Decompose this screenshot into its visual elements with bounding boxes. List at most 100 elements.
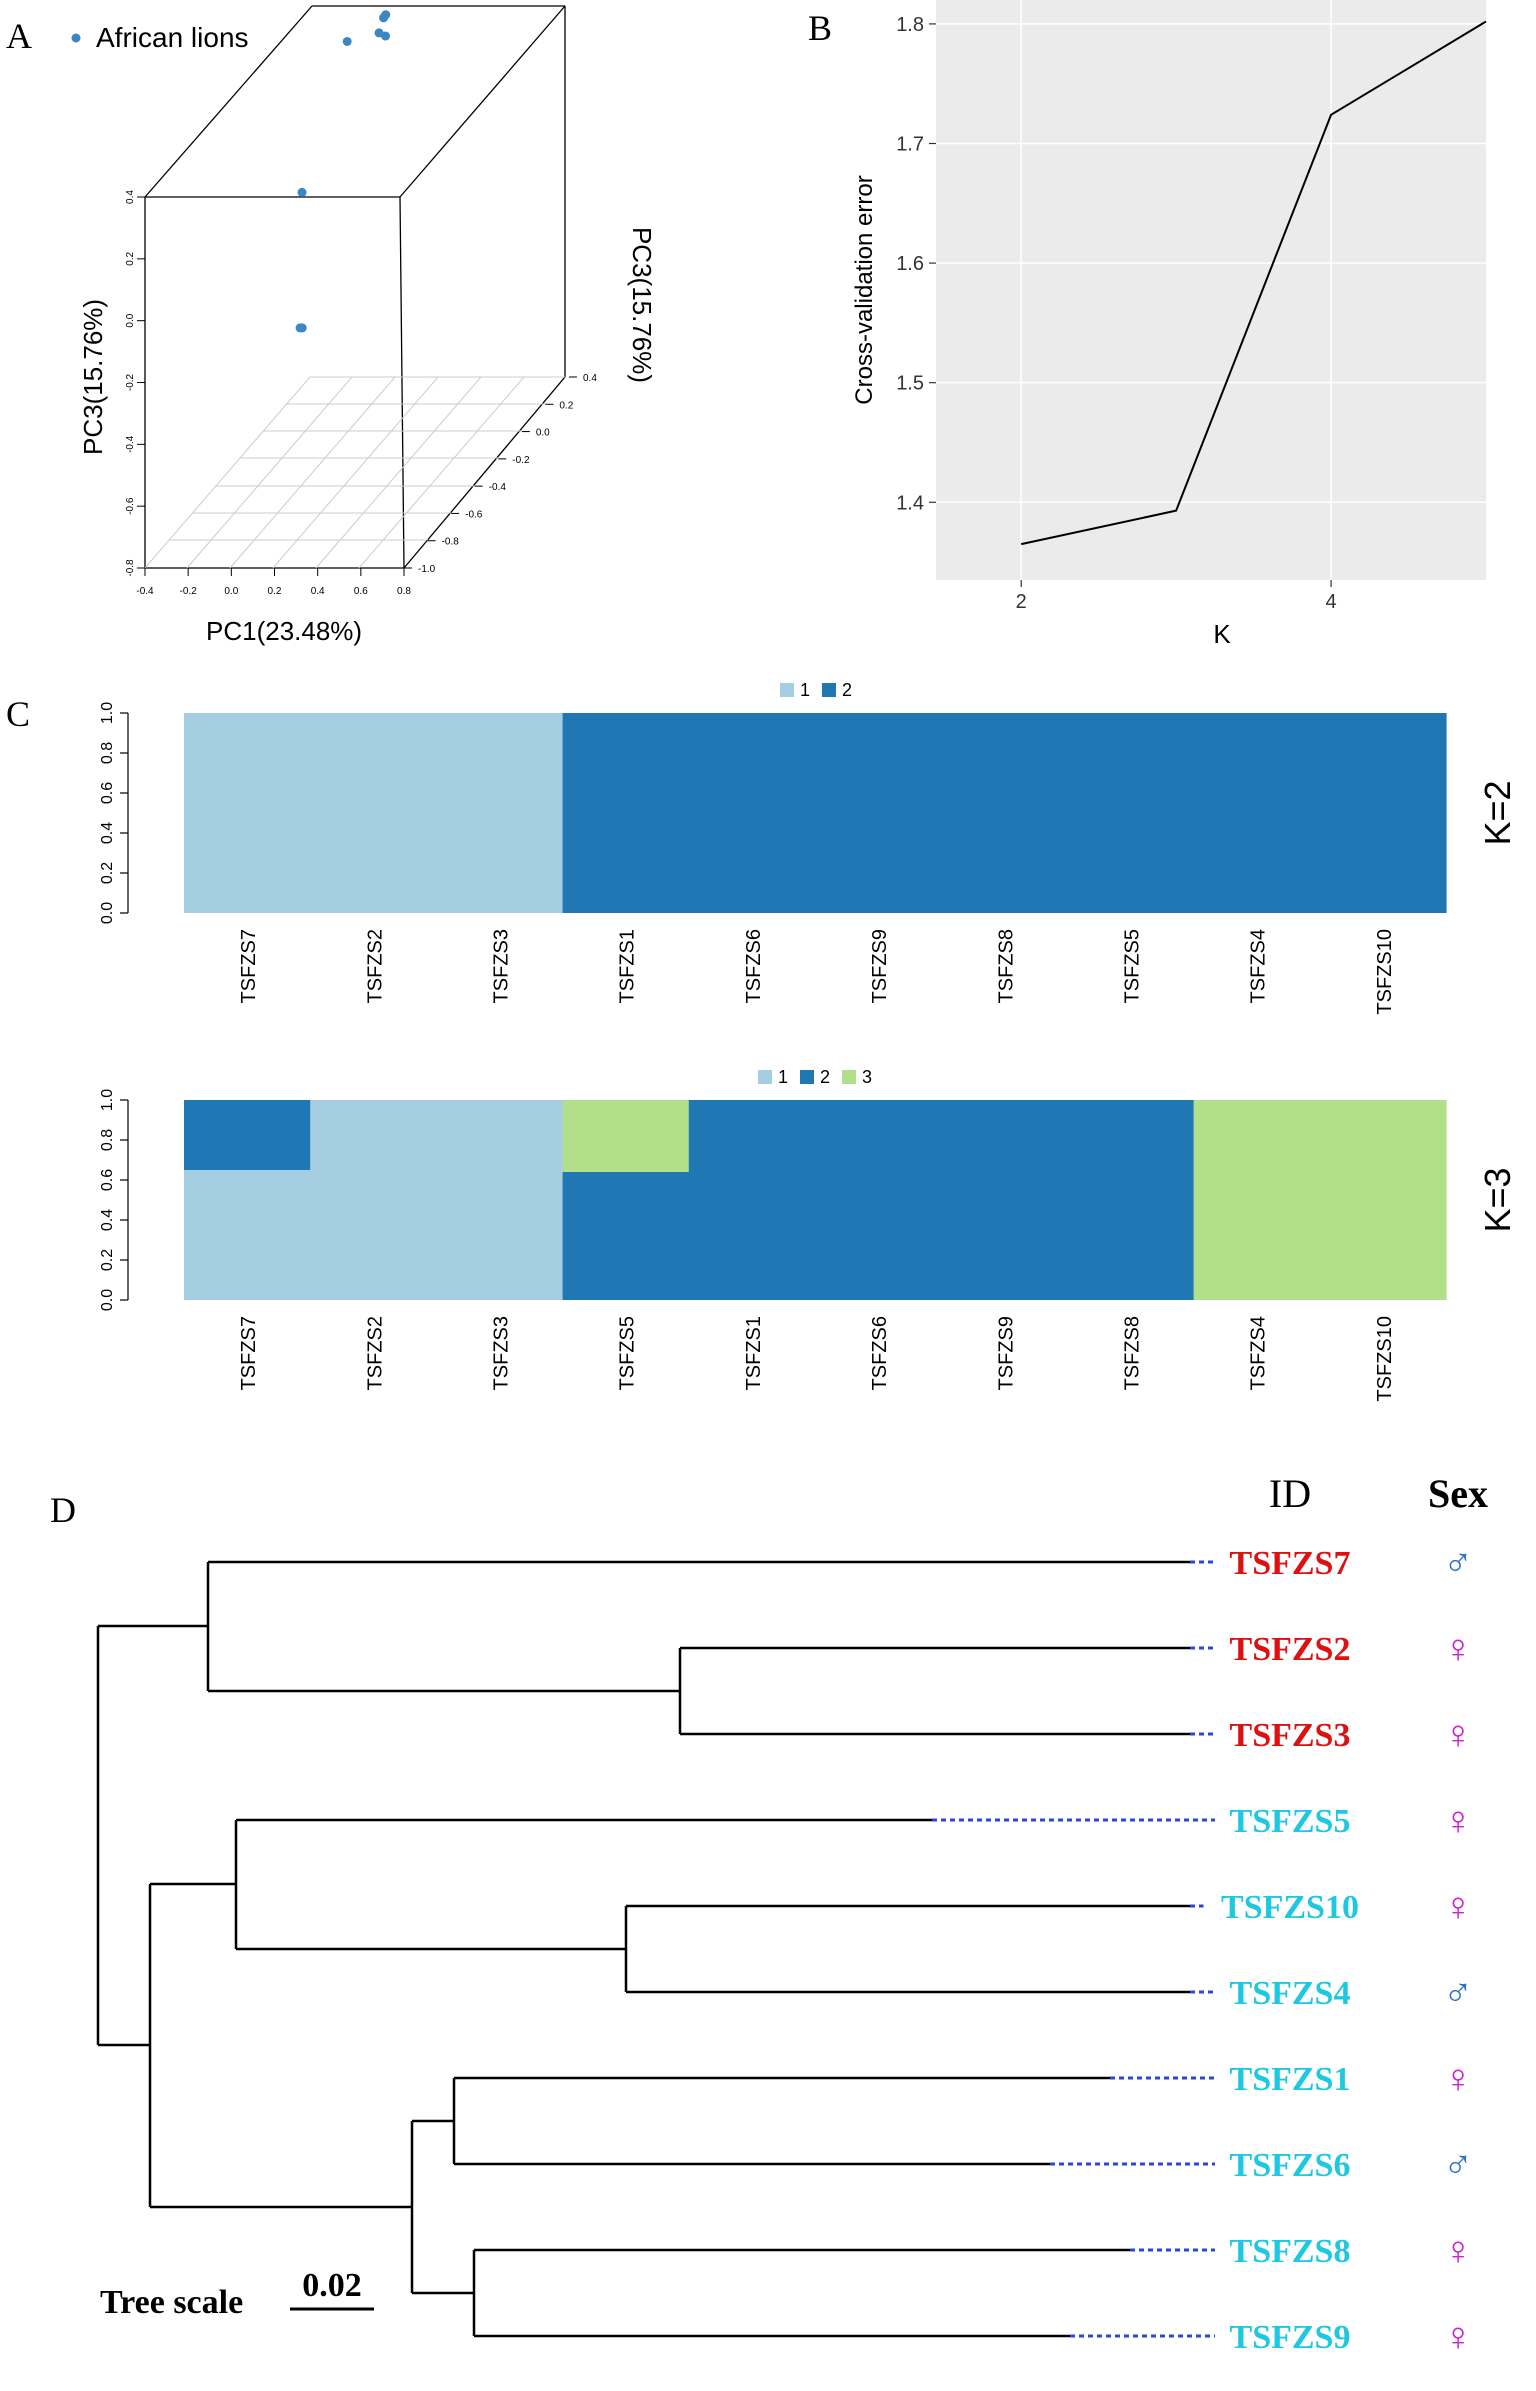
admixture-bar-segment [310, 1100, 437, 1300]
admixture-legend-label: 3 [862, 1067, 872, 1087]
pca-x-ticks: -0.4 -0.2 0.0 0.2 0.4 0.6 0.8 [136, 568, 411, 597]
pca-x-tick-label: -0.4 [136, 586, 154, 597]
pca-points [295, 10, 391, 333]
tree-sex-symbol: ♀ [1443, 1799, 1473, 1843]
admixture-y-tick-label: 0.0 [99, 902, 116, 924]
admixture-bar-segment [1319, 713, 1447, 913]
tree-leaf-label: TSFZS8 [1230, 2233, 1351, 2270]
admixture-sample-label: TSFZS8 [1122, 1316, 1144, 1390]
cv-y-tick-label: 1.6 [896, 253, 924, 275]
tree-leaf-labels: TSFZS7 TSFZS2 TSFZS3 TSFZS5 TSFZS10 TSFZS4 TSF… [1221, 1545, 1359, 2356]
pca-x-tick-label: -0.2 [180, 586, 198, 597]
pca-legend-marker [71, 33, 81, 43]
admixture-y-tick-label: 0.8 [99, 742, 116, 764]
admixture-bar-segment [1193, 1100, 1321, 1300]
admixture-bar-segment [1067, 1100, 1195, 1300]
pca-y-ticks: -1.0 -0.8 -0.6 -0.4 -0.2 0.0 0.2 0.4 [404, 373, 597, 575]
panel-b-plot-area [936, 0, 1486, 580]
admixture-k2: 1 2 0.0 0.2 0.4 0.6 0.8 1.0 TSFZS7 TSFZS2 TSFZS3 TS… [99, 680, 1518, 1015]
admixture-sample-label: TSFZS9 [869, 929, 891, 1003]
admixture-bar-segment [562, 713, 690, 913]
admixture-y-tick-label: 0.6 [99, 1169, 116, 1191]
pca-y-tick-label: -0.8 [442, 537, 460, 548]
admixture-sample-label: TSFZS2 [364, 1316, 386, 1390]
admixture-legend-swatch [780, 683, 794, 697]
admixture-sample-label: TSFZS1 [617, 929, 639, 1003]
tree-sex-symbol: ♀ [1443, 1713, 1473, 1757]
admixture-legend-swatch [800, 1070, 814, 1084]
tree-header-sex: Sex [1428, 1471, 1488, 1516]
admixture-sample-label: TSFZS6 [869, 1316, 891, 1390]
pca-x-tick-label: 0.0 [224, 586, 238, 597]
tree-leaf-label: TSFZS4 [1230, 1975, 1351, 2012]
admixture-bar-segment [436, 713, 564, 913]
tree-sex-symbol: ♀ [1443, 2057, 1473, 2101]
tree-leaf-label: TSFZS7 [1230, 1545, 1351, 1582]
panel-label-c: C [6, 694, 30, 734]
admixture-k3: 1 2 3 0.0 0.2 0.4 0.6 0.8 1.0 TSFZS7 TSFZS2 TSFZS3 T… [99, 1067, 1518, 1402]
tree-sex-symbols: ♂ ♀ ♀ ♀ ♀ ♂ ♀ ♂ ♀ ♀ [1443, 1541, 1473, 2359]
tree-leaf-label: TSFZS1 [1230, 2061, 1351, 2098]
tree-dashed-extensions [932, 1560, 1215, 2338]
admixture-bar-segment [941, 713, 1068, 913]
admixture-legend-label: 2 [842, 680, 852, 700]
admixture-sample-label: TSFZS2 [364, 929, 386, 1003]
tree-leaf-label: TSFZS2 [1230, 1631, 1351, 1668]
admixture-bar-segment [1319, 1100, 1447, 1300]
cv-x-tick-label: 2 [1016, 591, 1027, 613]
pca-y-tick-label: -0.4 [489, 482, 507, 493]
cv-ylabel: Cross-validation error [851, 175, 878, 404]
pca-y-tick-label: -0.2 [512, 455, 530, 466]
pca-xlabel: PC1(23.48%) [206, 616, 362, 646]
panel-label-a: A [6, 16, 32, 56]
pca-z-ticks: -0.8 -0.6 -0.4 -0.2 0.0 0.2 0.4 [125, 190, 145, 577]
admixture-legend-swatch [758, 1070, 772, 1084]
pca-point [381, 31, 391, 41]
admixture-y-tick-label: 0.2 [99, 1249, 116, 1271]
admixture-sample-label: TSFZS1 [743, 1316, 765, 1390]
tree-leaf-label: TSFZS10 [1221, 1889, 1359, 1926]
admixture-legend-label: 2 [820, 1067, 830, 1087]
admixture-y-tick-label: 0.0 [99, 1289, 116, 1311]
pca-x-tick-label: 0.4 [311, 586, 325, 597]
pca-y-tick-label: -0.6 [465, 509, 483, 520]
admixture-sample-label: TSFZS3 [491, 929, 513, 1003]
admixture-legend-swatch [822, 683, 836, 697]
cv-y-ticks: 1.4 1.5 1.6 1.7 1.8 [896, 14, 936, 514]
tree-sex-symbol: ♂ [1443, 2143, 1473, 2187]
cv-x-tick-label: 4 [1326, 591, 1337, 613]
admixture-sample-label: TSFZS7 [238, 929, 260, 1003]
cv-error-line [1020, 20, 1487, 546]
tree-header-id: ID [1269, 1471, 1311, 1516]
admixture-bar-segment [184, 1170, 311, 1300]
admixture-sample-label: TSFZS4 [1248, 1316, 1270, 1390]
admixture-bar-segment [815, 713, 942, 913]
pca-z-tick-label: 0.2 [125, 251, 136, 265]
admixture-bar-segment [1193, 713, 1321, 913]
pca-x-tick-label: 0.2 [268, 586, 282, 597]
admixture-sample-label: TSFZS9 [995, 1316, 1017, 1390]
admixture-bar-segment [688, 1100, 816, 1300]
tree-scale-label: Tree scale [100, 2284, 243, 2321]
cv-gridlines [936, 0, 1486, 580]
admixture-legend-label: 1 [778, 1067, 788, 1087]
pca-z-tick-label: -0.6 [125, 497, 136, 515]
pca-ylabel-left: PC3(15.76%) [78, 299, 108, 455]
admixture-sample-label: TSFZS4 [1248, 929, 1270, 1003]
admixture-bar-segment [815, 1100, 942, 1300]
tree-sex-symbol: ♀ [1443, 1627, 1473, 1671]
panel-label-d: D [50, 1490, 76, 1530]
pca-y-tick-label: 0.0 [536, 428, 550, 439]
admixture-sample-label: TSFZS8 [995, 929, 1017, 1003]
pca-point [342, 36, 352, 46]
cv-y-tick-label: 1.5 [896, 373, 924, 395]
tree-leaf-label: TSFZS6 [1230, 2147, 1351, 2184]
admixture-sample-label: TSFZS10 [1374, 1316, 1396, 1402]
pca-x-tick-label: 0.8 [397, 586, 411, 597]
pca-y-tick-label: 0.2 [559, 400, 573, 411]
admixture-y-tick-label: 0.8 [99, 1129, 116, 1151]
tree-sex-symbol: ♂ [1443, 1971, 1473, 2015]
admixture-bar-segment [562, 1100, 690, 1172]
admixture-y-tick-label: 0.4 [99, 822, 116, 844]
